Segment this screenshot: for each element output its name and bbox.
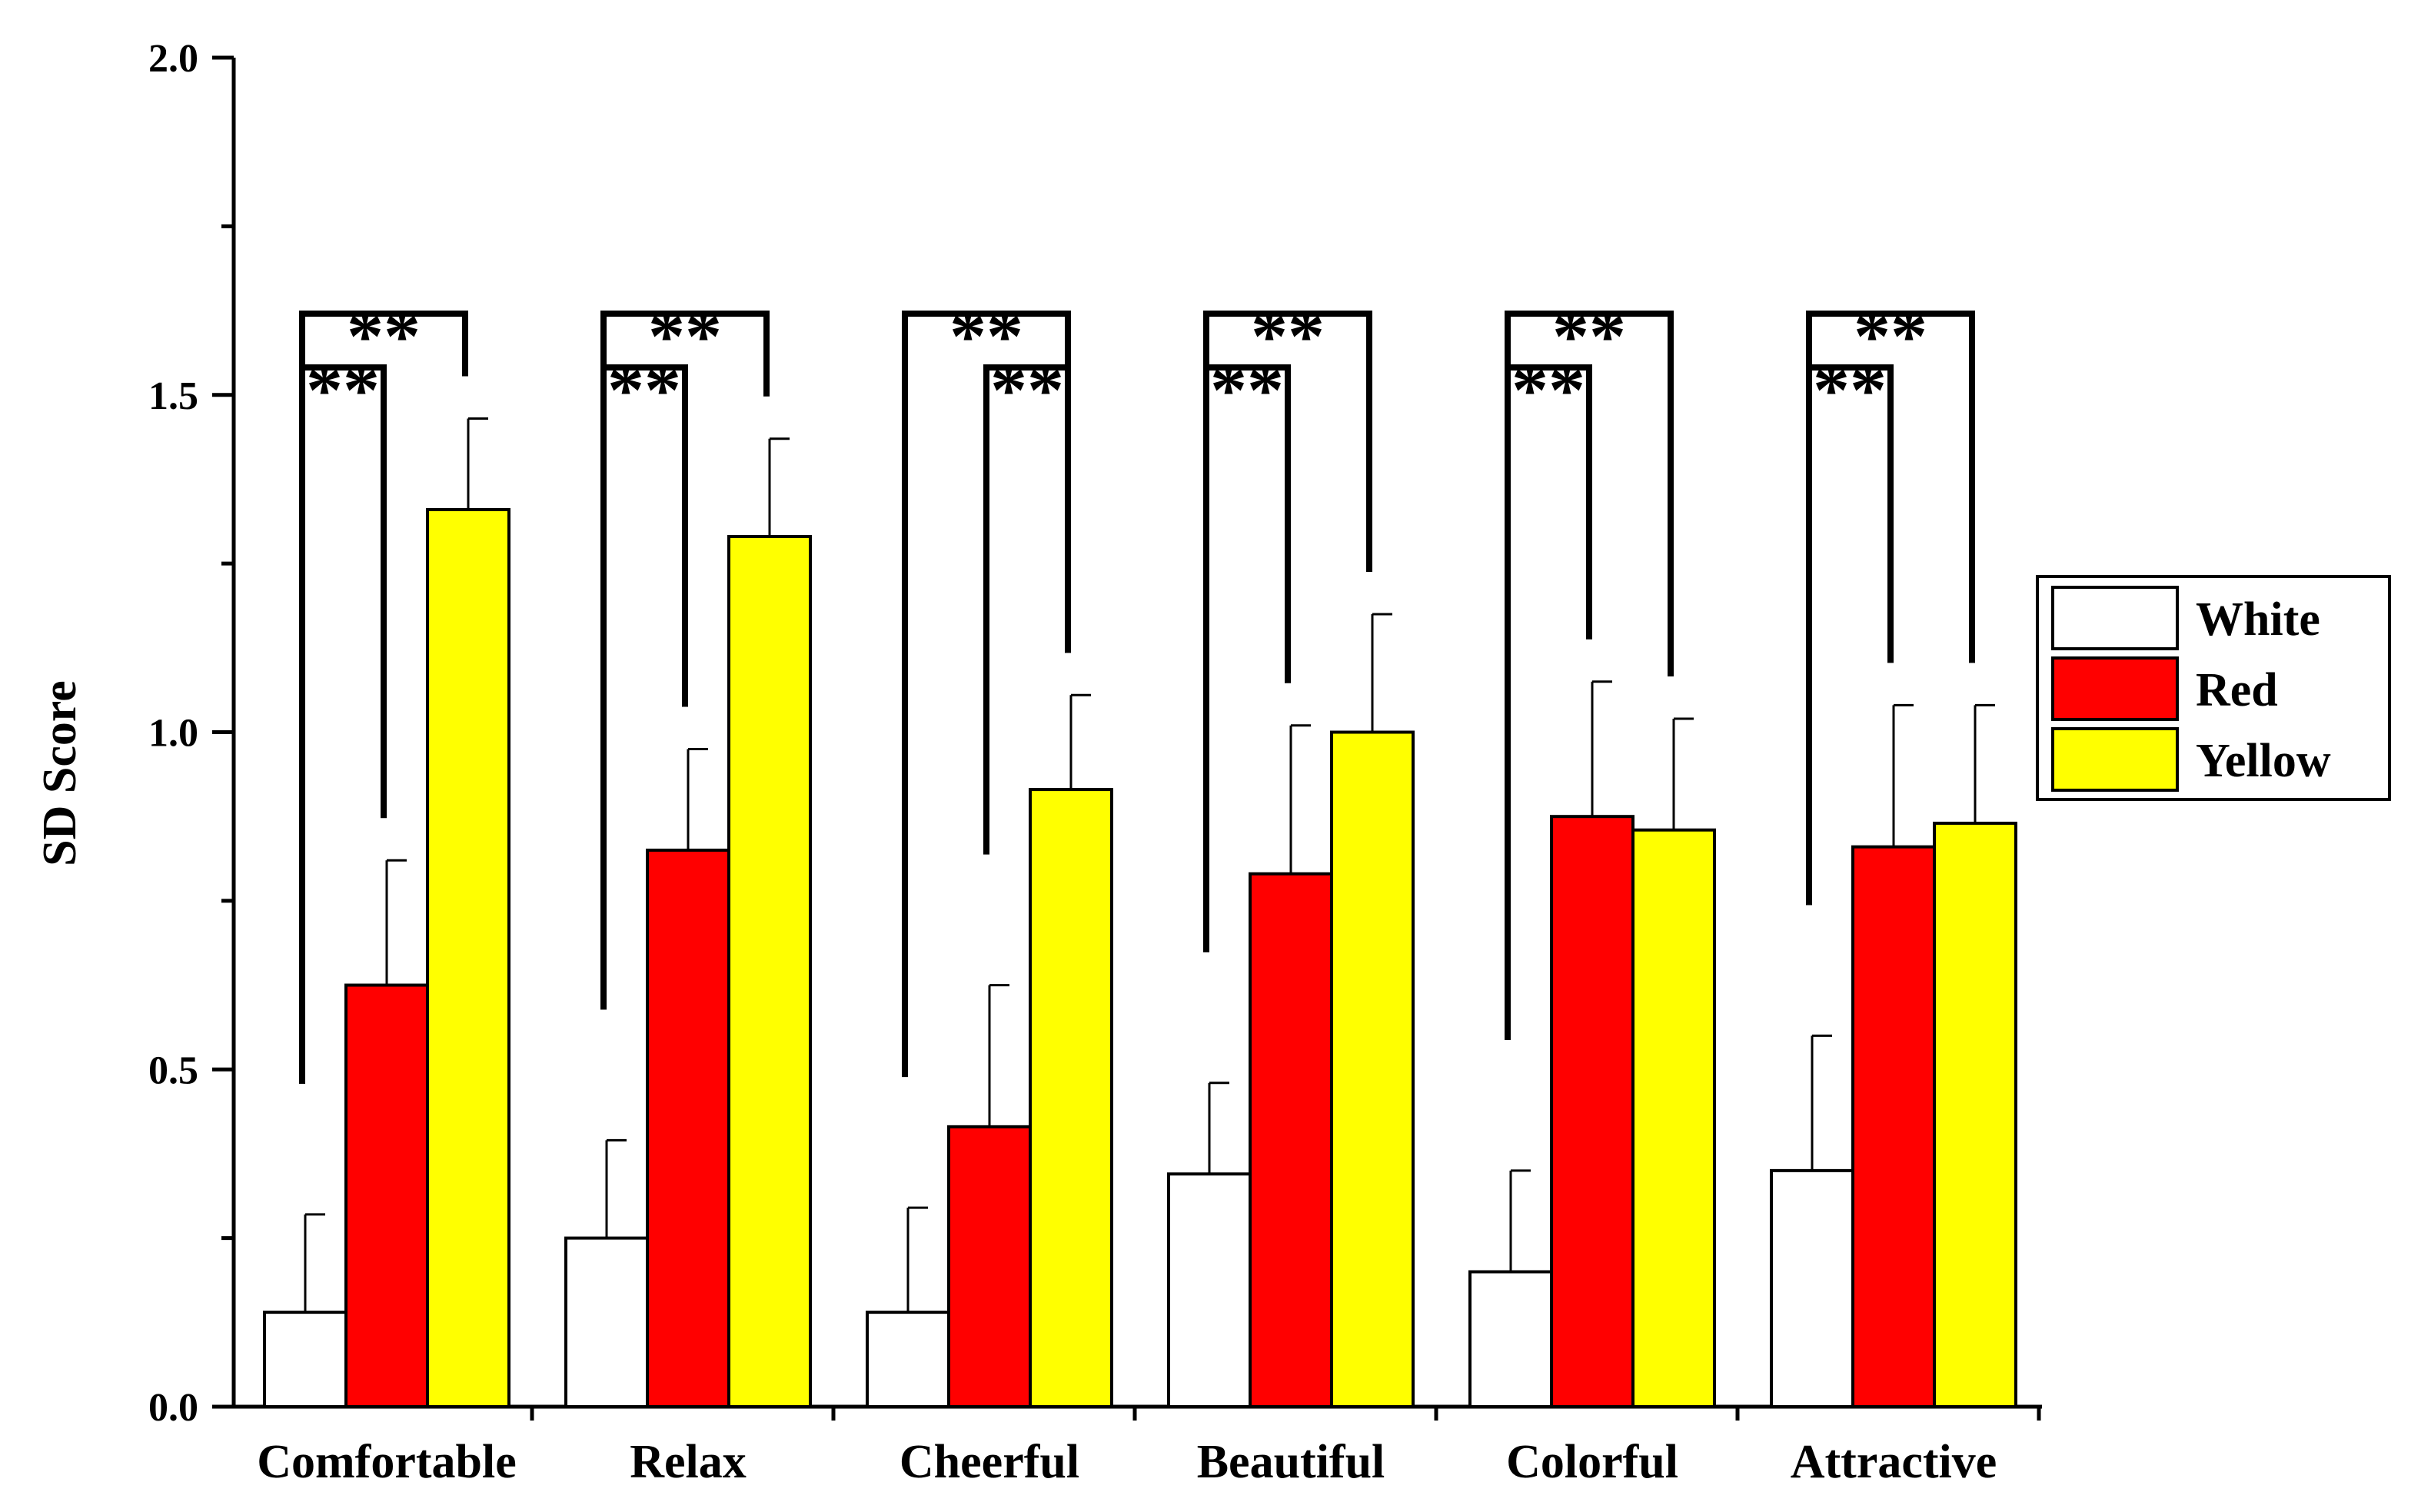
category-label-relax: Relax [630,1436,747,1488]
significance-label-relax-white-yellow: ** [648,295,722,377]
bar-attractive-yellow [1933,821,2017,1408]
bar-cheerful-white [866,1311,950,1409]
y-axis-title: SD Score [34,680,86,866]
y-tick-label: 1.5 [148,374,198,418]
y-tick-label: 2.0 [148,37,198,81]
legend-label-white: White [2196,593,2320,646]
significance-bracket-relax-white-yellow [600,311,770,1010]
significance-bracket-cheerful-red-yellow [983,364,1071,855]
significance-bracket-comfortable-white-yellow [299,311,468,1084]
y-tick-label: 0.5 [148,1048,198,1092]
category-label-beautiful: Beautiful [1197,1436,1385,1488]
category-label-comfortable: Comfortable [257,1436,516,1488]
bar-colorful-red [1550,815,1634,1408]
legend-swatch-yellow [2051,727,2179,792]
significance-bracket-attractive-white-yellow [1806,311,1975,906]
significance-label-attractive-white-yellow: ** [1854,295,1927,377]
bar-relax-red [646,849,730,1408]
bar-colorful-yellow [1631,828,1716,1409]
bar-beautiful-yellow [1330,730,1415,1408]
significance-bracket-cheerful-white-yellow [902,311,1071,1078]
bar-comfortable-white [263,1311,348,1409]
significance-label-beautiful-white-red: ** [1210,349,1284,431]
bar-beautiful-white [1167,1172,1252,1408]
significance-label-comfortable-white-yellow: ** [347,295,421,377]
significance-bracket-beautiful-white-red [1203,364,1291,952]
significance-bracket-comfortable-white-red [299,364,387,1084]
bar-relax-yellow [727,535,812,1408]
bar-attractive-white [1770,1168,1854,1408]
bar-attractive-red [1851,845,1936,1409]
significance-label-attractive-white-red: ** [1813,349,1887,431]
significance-bracket-attractive-white-red [1806,364,1894,906]
significance-label-colorful-white-red: ** [1511,349,1585,431]
legend-swatch-red [2051,656,2179,721]
significance-label-cheerful-red-yellow: ** [990,349,1064,431]
significance-bracket-colorful-white-yellow [1505,311,1674,1040]
significance-label-cheerful-white-yellow: ** [949,295,1023,377]
y-tick-label: 0.0 [148,1386,198,1430]
significance-label-relax-white-red: ** [607,349,681,431]
significance-bracket-beautiful-white-yellow [1203,311,1372,952]
bar-relax-white [564,1236,649,1408]
category-label-attractive: Attractive [1791,1436,1997,1488]
bar-colorful-white [1468,1270,1553,1408]
bar-cheerful-red [947,1125,1032,1409]
legend-label-yellow: Yellow [2196,735,2331,787]
significance-label-beautiful-white-yellow: ** [1251,295,1325,377]
bar-comfortable-yellow [426,507,510,1408]
bar-cheerful-yellow [1029,788,1113,1408]
legend-label-red: Red [2196,664,2278,716]
y-tick-label: 1.0 [148,712,198,756]
bar-beautiful-red [1249,872,1333,1408]
category-label-cheerful: Cheerful [900,1436,1079,1488]
bar-comfortable-red [344,983,429,1408]
significance-label-comfortable-white-red: ** [306,349,380,431]
significance-label-colorful-white-yellow: ** [1552,295,1626,377]
legend-swatch-white [2051,586,2179,650]
category-label-colorful: Colorful [1506,1436,1678,1488]
